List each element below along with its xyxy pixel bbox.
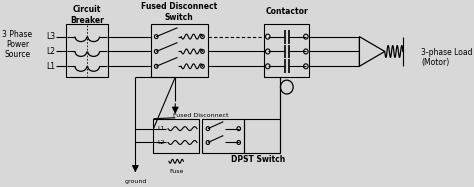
Text: L2: L2 xyxy=(46,47,55,56)
Text: Contactor: Contactor xyxy=(265,7,308,16)
Text: DPST Switch: DPST Switch xyxy=(231,155,285,164)
Text: 3 Phase
Power
Source: 3 Phase Power Source xyxy=(2,30,33,59)
Text: 3-phase Load
(Motor): 3-phase Load (Motor) xyxy=(421,48,473,67)
Text: Fused Disconnect
Switch: Fused Disconnect Switch xyxy=(141,2,218,22)
Bar xyxy=(66,24,108,77)
Text: L1: L1 xyxy=(46,62,55,71)
Bar xyxy=(151,24,208,77)
Text: ground: ground xyxy=(124,179,146,184)
Text: Circuit
Breaker: Circuit Breaker xyxy=(70,5,104,24)
Bar xyxy=(202,119,244,153)
Text: L1: L1 xyxy=(157,126,164,131)
Text: L3: L3 xyxy=(46,32,55,41)
Text: Fused Disconnect: Fused Disconnect xyxy=(173,113,228,118)
Text: Fuse: Fuse xyxy=(169,169,183,174)
Bar xyxy=(154,119,199,153)
Bar xyxy=(264,24,310,77)
Text: L2: L2 xyxy=(157,140,164,145)
